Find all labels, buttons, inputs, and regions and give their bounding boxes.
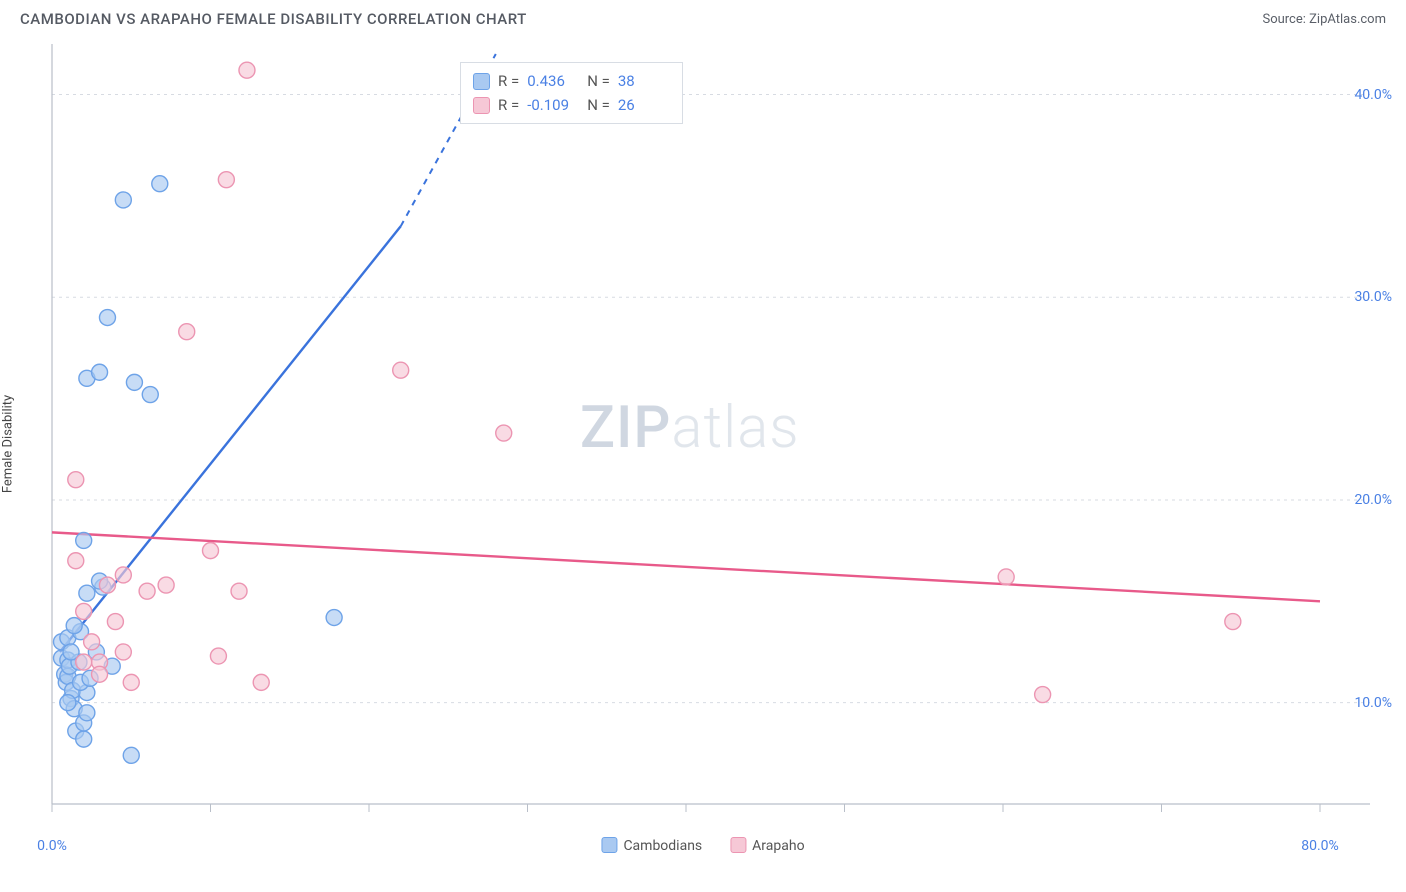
stats-box: R = 0.436 N = 38 R = -0.109 N = 26 bbox=[460, 62, 683, 124]
chart-header: CAMBODIAN VS ARAPAHO FEMALE DISABILITY C… bbox=[0, 0, 1406, 34]
stats-n-label: N = bbox=[587, 69, 610, 93]
legend-item: Cambodians bbox=[601, 837, 702, 854]
scatter-plot-svg bbox=[0, 34, 1406, 854]
y-tick-label: 10.0% bbox=[1354, 695, 1392, 711]
legend-swatch-icon bbox=[601, 837, 617, 853]
stats-n-value: 38 bbox=[618, 69, 670, 93]
stats-row: R = -0.109 N = 26 bbox=[473, 93, 670, 117]
chart-area: Female Disability ZIPatlas R = 0.436 N =… bbox=[0, 34, 1406, 854]
y-tick-label: 40.0% bbox=[1354, 87, 1392, 103]
stats-n-label: N = bbox=[587, 93, 610, 117]
chart-source: Source: ZipAtlas.com bbox=[1262, 12, 1386, 27]
series-swatch-icon bbox=[473, 97, 490, 114]
y-tick-label: 30.0% bbox=[1354, 289, 1392, 305]
legend-swatch-icon bbox=[730, 837, 746, 853]
chart-title: CAMBODIAN VS ARAPAHO FEMALE DISABILITY C… bbox=[20, 10, 527, 28]
stats-r-label: R = bbox=[498, 93, 519, 117]
stats-r-label: R = bbox=[498, 69, 519, 93]
x-axis-legend: Cambodians Arapaho bbox=[601, 837, 804, 854]
legend-item: Arapaho bbox=[730, 837, 804, 854]
stats-r-value: -0.109 bbox=[527, 93, 579, 117]
y-tick-label: 20.0% bbox=[1354, 492, 1392, 508]
x-tick-label: 80.0% bbox=[1301, 838, 1339, 854]
series-swatch-icon bbox=[473, 73, 490, 90]
stats-r-value: 0.436 bbox=[527, 69, 579, 93]
stats-n-value: 26 bbox=[618, 93, 670, 117]
legend-label: Arapaho bbox=[752, 838, 804, 854]
stats-row: R = 0.436 N = 38 bbox=[473, 69, 670, 93]
x-tick-label: 0.0% bbox=[37, 838, 67, 854]
legend-label: Cambodians bbox=[623, 838, 702, 854]
